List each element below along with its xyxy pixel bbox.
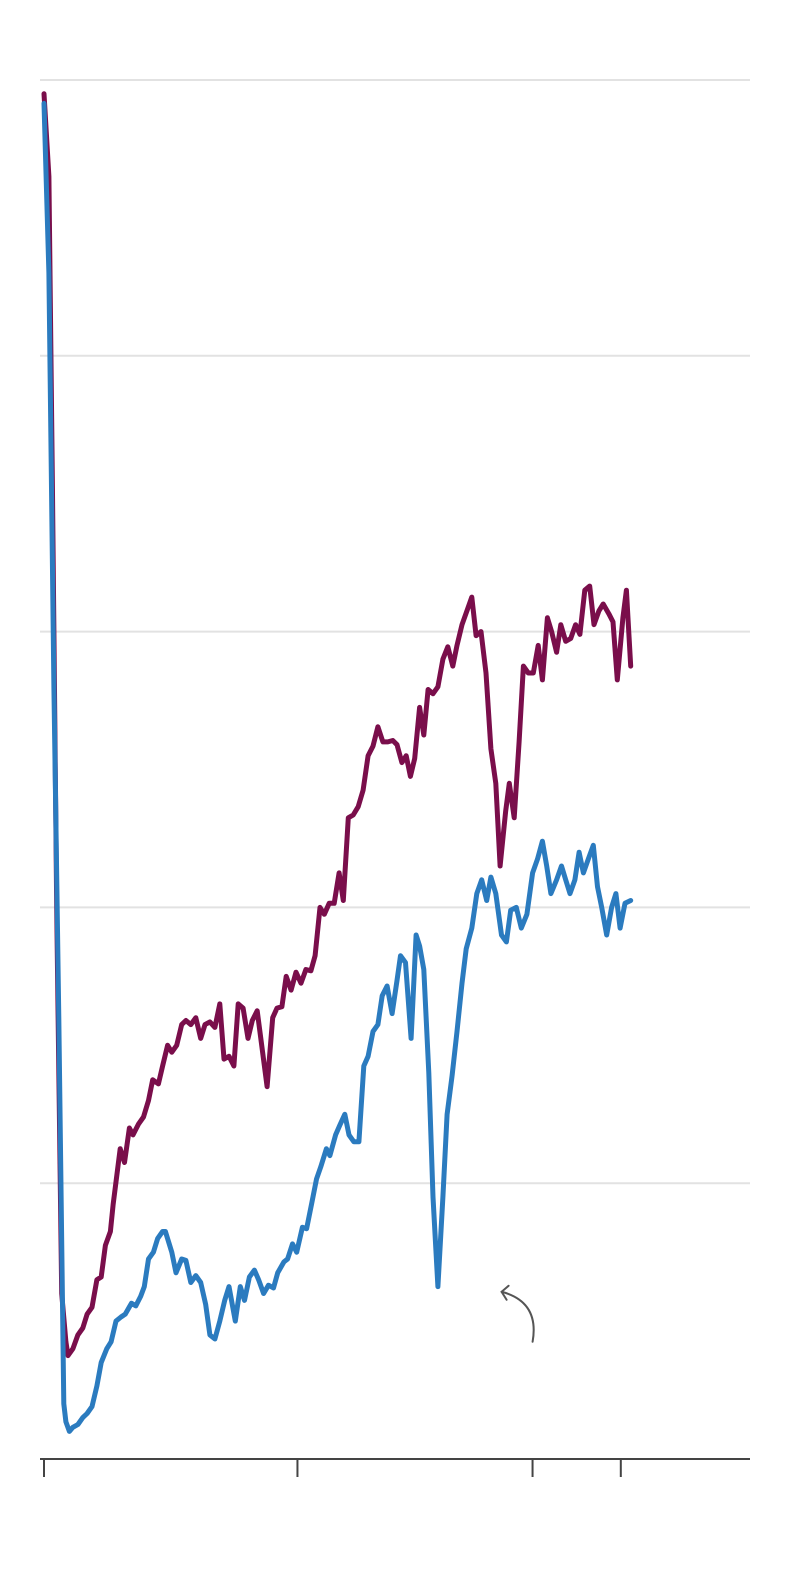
gridlines bbox=[40, 79, 750, 1185]
x-axis bbox=[40, 1458, 750, 1477]
annotation-arrow bbox=[500, 1290, 535, 1343]
annotation bbox=[500, 1284, 535, 1343]
series-lines bbox=[41, 91, 634, 1434]
annotation-arrowhead bbox=[500, 1284, 510, 1301]
series-line-1 bbox=[41, 91, 634, 1359]
series-line-2 bbox=[41, 100, 634, 1434]
